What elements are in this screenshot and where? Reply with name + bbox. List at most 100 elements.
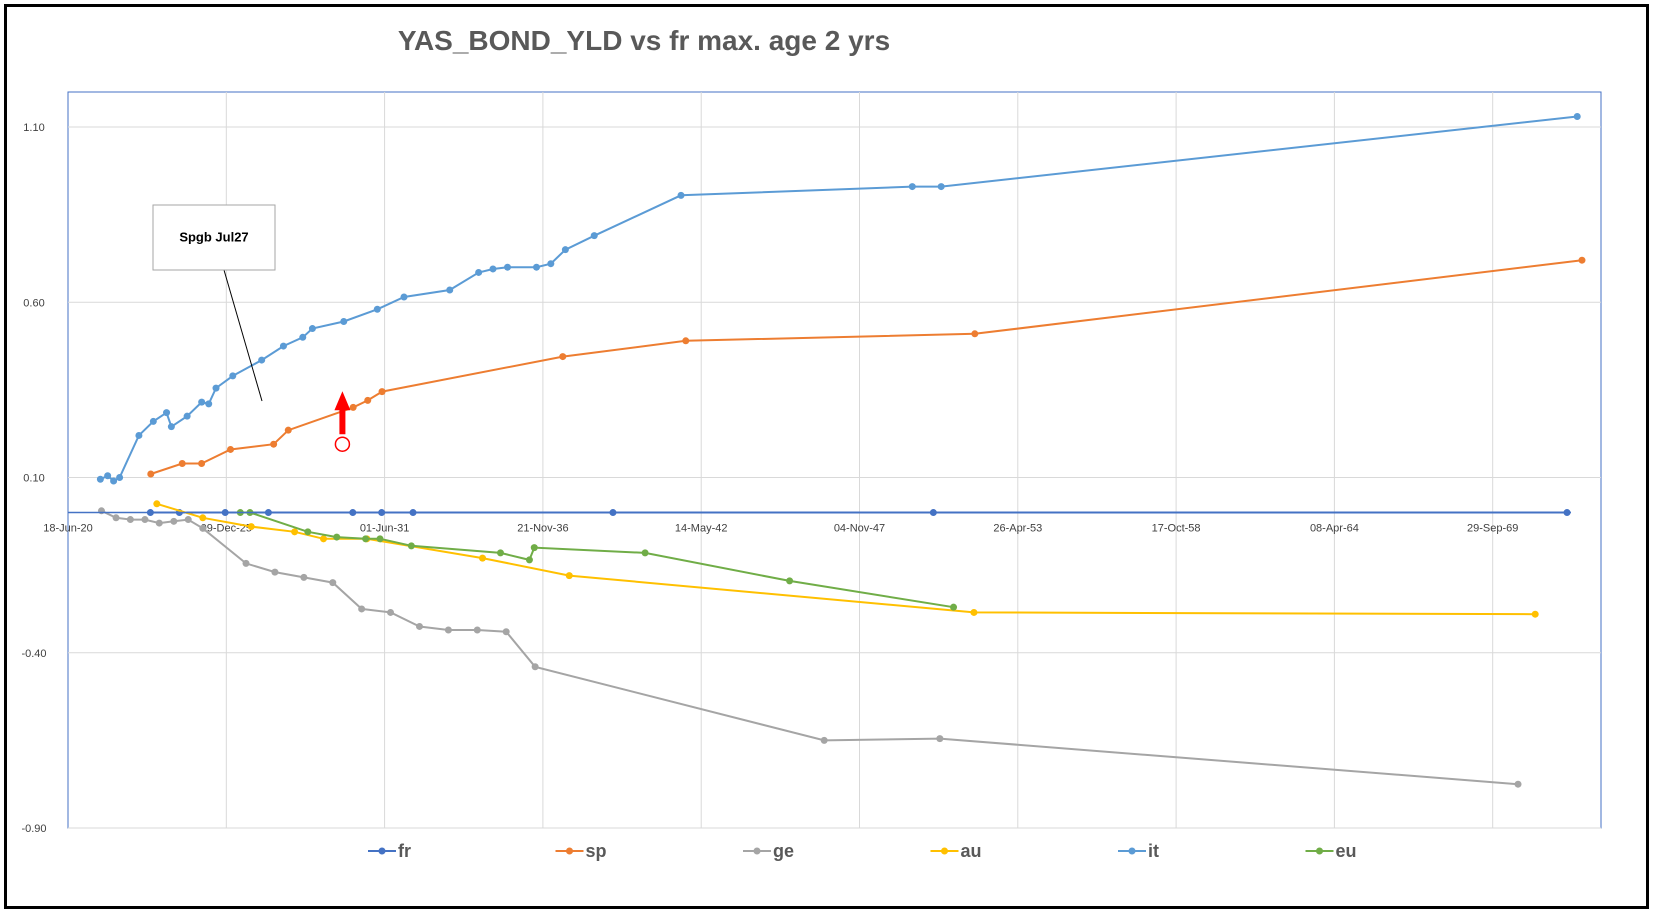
callout-box xyxy=(152,204,276,271)
data-point-it xyxy=(677,191,685,199)
data-point-eu xyxy=(786,577,794,585)
series-ge xyxy=(97,507,1522,788)
callout-leader-line xyxy=(223,269,263,402)
series-line-ge xyxy=(101,509,1519,786)
x-tick-label: 09-Dec-25 xyxy=(201,523,252,535)
data-point-eu xyxy=(362,535,370,543)
chart-title: YAS_BOND_YLD vs fr max. age 2 yrs xyxy=(398,25,890,56)
x-tick-label: 08-Apr-64 xyxy=(1310,523,1359,535)
data-point-au xyxy=(970,608,978,616)
data-point-it xyxy=(937,183,945,191)
data-point-it xyxy=(229,372,237,380)
data-point-au xyxy=(479,554,487,562)
data-point-ge xyxy=(126,516,134,524)
legend-marker-fr xyxy=(378,847,386,855)
x-tick-label: 21-Nov-36 xyxy=(517,523,568,535)
data-point-it xyxy=(110,477,118,485)
data-point-ge xyxy=(473,626,481,634)
data-point-sp xyxy=(364,396,372,404)
legend-item-sp[interactable]: sp xyxy=(555,841,607,861)
highlight-circle xyxy=(334,436,351,452)
data-point-it xyxy=(135,431,143,439)
x-tick-label: 17-Oct-58 xyxy=(1152,523,1201,535)
legend-item-au[interactable]: au xyxy=(930,841,982,861)
series-sp xyxy=(147,256,1586,478)
legend[interactable]: fr sp ge au it eu xyxy=(368,841,1357,861)
legend-item-it[interactable]: it xyxy=(1118,841,1159,861)
legend-label-fr: fr xyxy=(398,841,411,861)
chart-frame xyxy=(4,4,1649,909)
data-point-sp xyxy=(147,470,155,478)
data-point-it xyxy=(400,293,408,301)
data-point-eu xyxy=(407,542,415,550)
data-point-ge xyxy=(271,568,279,576)
y-tick-label: -0.40 xyxy=(21,648,46,660)
series-line-it xyxy=(99,115,1578,483)
data-point-ge xyxy=(242,559,250,567)
data-point-sp xyxy=(226,445,234,453)
data-point-sp xyxy=(270,440,278,448)
data-point-sp xyxy=(559,353,567,361)
legend-marker-eu xyxy=(1316,847,1323,855)
series-it xyxy=(96,112,1581,485)
data-point-eu xyxy=(950,603,958,611)
legend-marker-au xyxy=(941,847,948,855)
legend-label-au: au xyxy=(961,841,982,861)
legend-item-eu[interactable]: eu xyxy=(1305,841,1357,861)
data-point-ge xyxy=(112,514,120,522)
data-point-ge xyxy=(155,519,163,527)
x-tick-label: 29-Sep-69 xyxy=(1467,523,1518,535)
x-tick-label: 18-Jun-20 xyxy=(43,523,93,535)
data-point-ge xyxy=(141,516,149,524)
data-point-sp xyxy=(198,459,206,467)
legend-item-fr[interactable]: fr xyxy=(368,841,411,861)
data-point-ge xyxy=(936,735,944,743)
data-point-au xyxy=(319,535,327,543)
data-point-it xyxy=(104,472,112,480)
data-point-sp xyxy=(349,403,357,411)
data-point-sp xyxy=(178,459,186,467)
legend-item-ge[interactable]: ge xyxy=(743,841,794,861)
data-point-au xyxy=(291,528,299,536)
data-point-ge xyxy=(329,579,337,587)
data-point-ge xyxy=(199,524,207,532)
y-tick-label: 0.10 xyxy=(23,473,44,485)
series-eu xyxy=(236,509,958,611)
data-point-it xyxy=(908,183,916,191)
data-point-eu xyxy=(376,535,384,543)
data-point-ge xyxy=(1514,780,1522,788)
data-point-it xyxy=(163,409,171,417)
series-line-au xyxy=(156,502,1536,616)
data-point-it xyxy=(340,318,348,326)
x-tick-label: 04-Nov-47 xyxy=(834,523,885,535)
data-point-au xyxy=(1531,610,1539,618)
data-point-it xyxy=(258,356,266,364)
data-point-eu xyxy=(333,533,341,541)
data-point-au xyxy=(199,514,207,522)
data-point-eu xyxy=(525,556,533,564)
data-point-it xyxy=(205,400,213,408)
plot-border xyxy=(67,91,1602,829)
legend-label-eu: eu xyxy=(1336,841,1357,861)
data-point-au xyxy=(247,523,255,531)
x-tick-label: 01-Jun-31 xyxy=(360,523,410,535)
legend-label-sp: sp xyxy=(586,841,607,861)
data-point-it xyxy=(532,263,540,271)
data-point-ge xyxy=(184,516,192,524)
legend-marker-ge xyxy=(753,847,761,855)
data-point-au xyxy=(565,572,573,580)
data-point-it xyxy=(299,333,307,341)
data-point-sp xyxy=(971,330,979,338)
data-point-it xyxy=(590,232,598,240)
annotation-callout: Spgb Jul27 xyxy=(152,204,276,402)
legend-label-ge: ge xyxy=(773,841,794,861)
y-tick-label: 0.60 xyxy=(23,297,44,309)
legend-label-it: it xyxy=(1148,841,1159,861)
data-point-it xyxy=(446,286,454,294)
data-point-it xyxy=(198,398,206,406)
data-point-it xyxy=(475,268,483,276)
data-point-ge xyxy=(820,736,828,744)
legend-marker-it xyxy=(1128,847,1136,855)
y-tick-label: 1.10 xyxy=(23,122,44,134)
